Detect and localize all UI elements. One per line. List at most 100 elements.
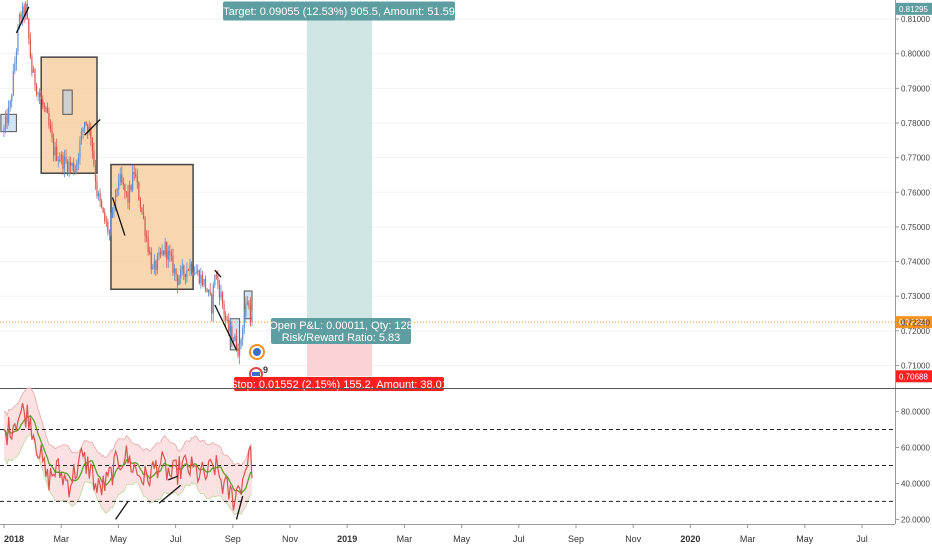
rsi-pane[interactable]: 80.0000 60.0000 40.0000 20.0000 (0, 386, 930, 525)
target-label-text: Target: 0.09055 (12.53%) 905.5, Amount: … (223, 6, 455, 18)
candle (102, 207, 104, 214)
time-tick-label: Jul (170, 534, 182, 544)
trend-line[interactable] (15, 6, 30, 34)
candle (152, 263, 154, 270)
candle (90, 122, 92, 146)
candle (79, 136, 81, 165)
candlestick-series (3, 0, 253, 365)
rsi-trend-lines[interactable] (115, 475, 244, 520)
candle (245, 296, 247, 323)
candle (167, 245, 169, 268)
candle (105, 215, 107, 228)
time-axis[interactable]: 2018 Mar May Jul Sep Nov 2019 Mar May Jul Sep Nov 20… (0, 524, 895, 544)
candle (127, 184, 129, 209)
rsi-axis-ticks: 80.0000 60.0000 40.0000 20.0000 (895, 408, 930, 524)
candle (74, 164, 76, 175)
candle (180, 264, 182, 285)
price-tick-label: 0.75000 (901, 223, 930, 232)
trend-line-drawings[interactable] (15, 6, 238, 351)
candle (68, 156, 70, 178)
rsi-trend-line[interactable] (158, 484, 182, 504)
candle (189, 258, 191, 277)
price-tick-label: 0.74000 (901, 258, 930, 267)
candle (46, 102, 48, 114)
candle (221, 290, 224, 310)
candle (150, 247, 152, 275)
open-pnl-text: Open P&L: 0.00011, Qty: 128 (269, 320, 413, 332)
rectangle-box[interactable] (40, 56, 98, 174)
time-tick-label: 2020 (680, 534, 700, 544)
time-tick-label: Sep (225, 534, 241, 544)
candle (163, 250, 165, 256)
rsi-trend-line[interactable] (235, 495, 244, 520)
time-tick-label: 2019 (337, 534, 357, 544)
candle (48, 107, 50, 129)
candle (101, 198, 103, 209)
candle (43, 102, 45, 112)
candle (232, 336, 234, 343)
candle (240, 337, 242, 350)
candle (121, 166, 123, 186)
event-markers[interactable]: 9 (249, 344, 268, 381)
candle (11, 93, 13, 108)
candle (235, 328, 238, 352)
candle (201, 270, 203, 288)
price-tick-label: 0.71000 (901, 361, 930, 370)
rsi-trend-line[interactable] (168, 475, 178, 481)
candle (184, 273, 186, 285)
candle (49, 119, 52, 133)
rsi-trend-line[interactable] (115, 501, 129, 520)
candle (155, 259, 157, 276)
price-tick-label: 0.80000 (901, 50, 930, 59)
highlight-box[interactable] (62, 89, 73, 115)
candle (39, 88, 41, 105)
candle (175, 268, 177, 282)
pnl-label[interactable]: Open P&L: 0.00011, Qty: 128 Risk/Reward … (269, 318, 413, 344)
price-tick-label: 0.81000 (901, 15, 930, 24)
candle (63, 149, 66, 178)
candle (12, 63, 14, 97)
candle (225, 311, 227, 327)
svg-text:0.72240: 0.72240 (901, 319, 930, 328)
candle (25, 1, 27, 21)
trend-line[interactable] (84, 119, 101, 136)
candle (108, 229, 110, 241)
target-label[interactable]: Target: 0.09055 (12.53%) 905.5, Amount: … (223, 1, 455, 21)
rsi-line (3, 403, 253, 511)
trend-line[interactable] (214, 304, 238, 351)
price-tag-current: 0.72251 (896, 316, 932, 329)
rsi-band (3, 386, 253, 516)
candle (15, 48, 17, 71)
candle (206, 288, 208, 293)
price-pane[interactable]: 9 Target: 0.09055 (12.53%) 905.5, Amount… (0, 0, 895, 391)
candle (194, 266, 196, 276)
candle (56, 138, 58, 162)
candle (111, 207, 114, 219)
rsi-level-lines (0, 429, 895, 502)
candle (70, 156, 72, 174)
price-tag-target: 0.81295 (896, 2, 932, 15)
candle (228, 313, 230, 336)
candle (3, 124, 5, 138)
trend-line[interactable] (111, 197, 126, 236)
candle (211, 292, 213, 322)
candle (34, 68, 36, 92)
candle (45, 105, 47, 113)
candle (209, 282, 211, 297)
trend-line[interactable] (214, 269, 222, 278)
candle (164, 237, 166, 258)
price-tick-label: 0.73000 (901, 292, 930, 301)
time-tick-label: Jul (513, 534, 525, 544)
candle (169, 244, 171, 263)
candle (57, 155, 59, 168)
event-marker[interactable] (249, 344, 265, 360)
candle (124, 183, 126, 200)
highlight-box[interactable] (243, 290, 253, 320)
candle (251, 310, 253, 326)
candle (125, 191, 128, 198)
candle (94, 160, 97, 190)
candle (88, 120, 90, 136)
candle (146, 230, 148, 243)
candle (141, 207, 143, 215)
